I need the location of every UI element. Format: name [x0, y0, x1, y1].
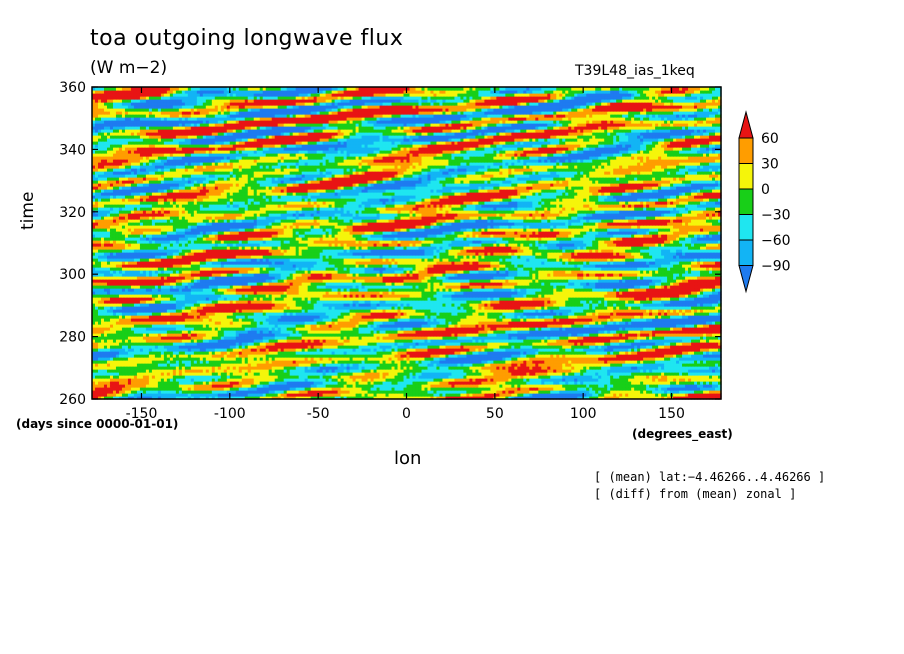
heatmap-field — [92, 87, 722, 400]
